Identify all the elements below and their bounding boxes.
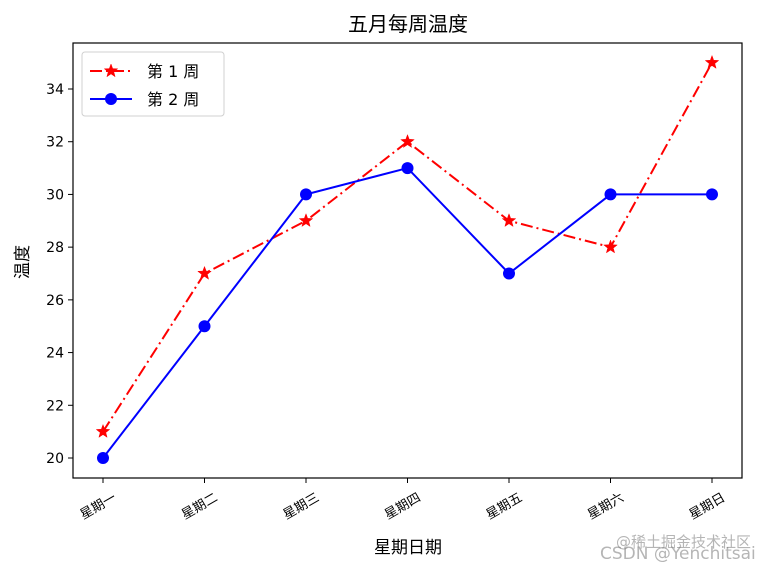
watermark-csdn: CSDN @Yenchitsai <box>600 544 756 564</box>
x-tick-label: 星期六 <box>585 490 626 522</box>
x-tick-label: 星期日 <box>687 490 728 522</box>
circle-marker-icon <box>105 93 117 105</box>
y-tick-label: 24 <box>46 346 64 362</box>
circle-marker-icon <box>97 452 109 464</box>
x-tick-label: 星期五 <box>484 490 525 522</box>
x-axis-label: 星期日期 <box>374 538 442 558</box>
y-tick-label: 26 <box>46 293 64 309</box>
series-1 <box>95 54 720 438</box>
chart-title: 五月每周温度 <box>348 12 468 36</box>
y-tick-label: 22 <box>46 398 64 414</box>
y-axis-label: 温度 <box>13 245 33 279</box>
x-tick-label: 星期二 <box>179 490 220 522</box>
star-marker-icon <box>103 63 119 78</box>
star-marker-icon <box>400 133 415 148</box>
y-tick-label: 20 <box>46 451 64 467</box>
legend-label: 第 1 周 <box>147 62 199 81</box>
circle-marker-icon <box>401 162 414 175</box>
y-tick-label: 30 <box>46 187 64 203</box>
circle-marker-icon <box>198 320 211 333</box>
plot-area: 20 22 24 26 28 30 32 34 星期一 星期二 星期三 星期四 星期五 星期六 星期日 第 1… <box>46 42 743 523</box>
legend: 第 1 周第 2 周 <box>81 51 225 117</box>
circle-marker-icon <box>503 267 515 280</box>
watermark-juejin: @稀土掘金技术社区 <box>616 533 752 551</box>
star-marker-icon <box>603 239 618 254</box>
y-tick-label: 34 <box>46 82 64 98</box>
circle-marker-icon <box>604 188 617 201</box>
x-tick-label: 星期一 <box>78 490 119 522</box>
circle-marker-icon <box>300 188 312 201</box>
star-marker-icon <box>197 265 212 280</box>
star-marker-icon <box>298 213 314 227</box>
y-tick-label: 32 <box>46 135 64 151</box>
legend-label: 第 2 周 <box>147 90 199 109</box>
star-marker-icon <box>95 423 111 438</box>
x-tick-label: 星期三 <box>281 490 322 522</box>
star-marker-icon <box>501 213 517 227</box>
y-tick-label: 28 <box>46 240 64 256</box>
circle-marker-icon <box>706 188 718 201</box>
x-tick-label: 星期四 <box>382 490 423 522</box>
star-marker-icon <box>704 54 720 69</box>
series-2 <box>97 162 718 464</box>
